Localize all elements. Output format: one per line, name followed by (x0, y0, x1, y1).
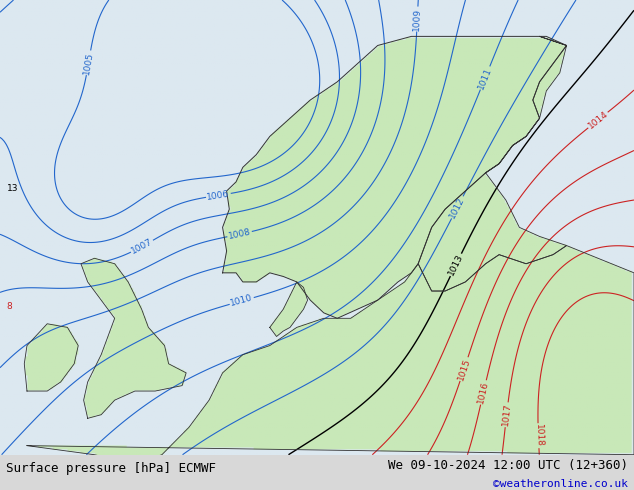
Text: 1005: 1005 (82, 50, 95, 75)
Text: We 09-10-2024 12:00 UTC (12+360): We 09-10-2024 12:00 UTC (12+360) (387, 459, 628, 472)
Text: 1010: 1010 (230, 294, 254, 308)
Text: Surface pressure [hPa] ECMWF: Surface pressure [hPa] ECMWF (6, 463, 216, 475)
Text: ©weatheronline.co.uk: ©weatheronline.co.uk (493, 479, 628, 489)
Text: 1009: 1009 (412, 7, 422, 31)
Text: 1016: 1016 (477, 380, 491, 405)
Text: 1015: 1015 (456, 357, 472, 381)
Text: 13: 13 (7, 184, 18, 193)
Text: 1013: 1013 (447, 252, 465, 277)
Text: 1007: 1007 (130, 237, 154, 256)
Text: 1012: 1012 (448, 195, 467, 220)
Text: 1006: 1006 (206, 189, 231, 201)
Text: 1017: 1017 (501, 403, 512, 427)
Text: 8: 8 (7, 302, 13, 311)
Text: 1008: 1008 (228, 227, 252, 241)
Text: 1011: 1011 (477, 66, 494, 90)
Text: 1014: 1014 (586, 109, 610, 131)
Text: 1018: 1018 (533, 424, 543, 447)
